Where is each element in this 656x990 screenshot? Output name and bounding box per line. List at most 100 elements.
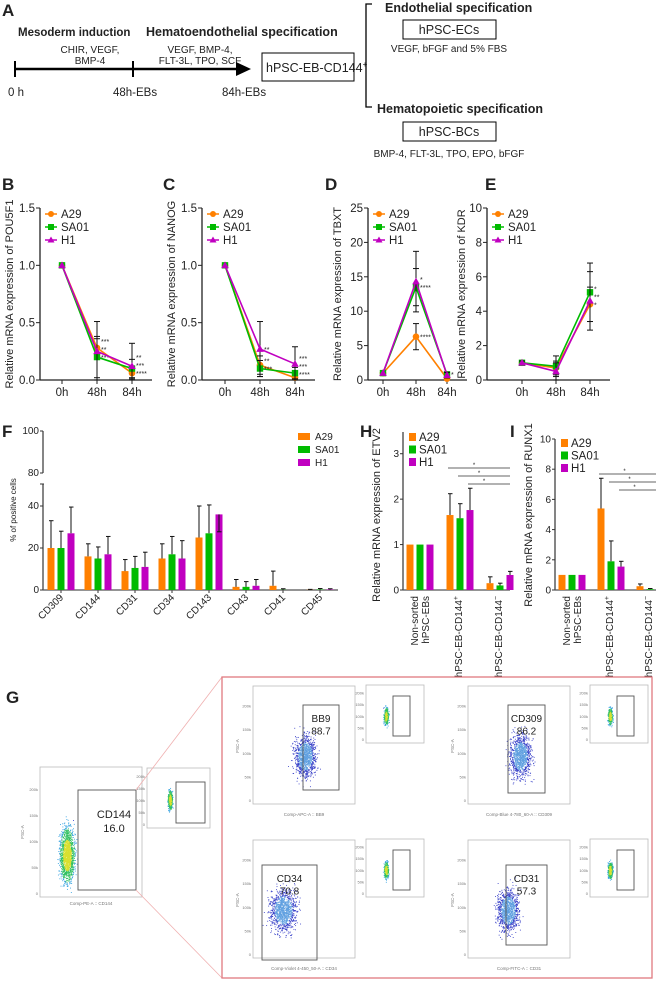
event-dot xyxy=(514,740,516,742)
event-dot xyxy=(72,847,74,849)
data-point-triangle xyxy=(128,362,136,370)
event-dot xyxy=(168,795,170,797)
event-dot xyxy=(524,759,526,761)
event-dot xyxy=(65,849,67,851)
event-dot xyxy=(66,844,68,846)
event-dot xyxy=(510,769,512,771)
event-dot xyxy=(522,749,524,751)
event-dot xyxy=(314,757,316,759)
event-dot xyxy=(313,757,315,759)
event-dot xyxy=(70,892,72,893)
event-dot xyxy=(304,767,306,769)
event-dot xyxy=(71,853,73,855)
data-point-triangle xyxy=(93,347,101,355)
event-dot xyxy=(306,749,307,751)
event-dot xyxy=(69,859,71,861)
event-dot xyxy=(66,825,68,827)
event-dot xyxy=(516,750,518,752)
x-tick-label: CD143 xyxy=(184,592,214,622)
event-dot xyxy=(526,770,528,771)
event-dot xyxy=(305,754,307,755)
event-dot xyxy=(303,754,305,756)
event-dot xyxy=(518,776,520,778)
event-dot xyxy=(70,868,71,869)
event-dot xyxy=(62,885,64,887)
event-dot xyxy=(523,754,524,756)
event-dot xyxy=(75,834,77,836)
event-dot xyxy=(516,753,518,755)
event-dot xyxy=(68,867,70,869)
event-dot xyxy=(521,773,523,775)
event-dot xyxy=(296,769,298,771)
event-dot xyxy=(517,762,518,763)
bar xyxy=(578,574,586,590)
event-dot xyxy=(307,751,309,753)
event-dot xyxy=(67,842,69,844)
event-dot xyxy=(299,771,301,773)
event-dot xyxy=(70,855,72,856)
event-dot xyxy=(386,727,388,729)
event-dot xyxy=(68,853,70,855)
event-dot xyxy=(520,771,522,773)
event-dot xyxy=(308,751,310,753)
event-dot xyxy=(525,767,527,769)
significance-mark: *** xyxy=(264,367,272,374)
event-dot xyxy=(64,859,66,861)
event-dot xyxy=(70,862,72,864)
event-dot xyxy=(523,773,525,775)
event-dot xyxy=(308,760,310,762)
event-dot xyxy=(64,839,66,841)
event-dot xyxy=(519,744,521,746)
event-dot xyxy=(315,756,316,757)
event-dot xyxy=(73,847,75,849)
event-dot xyxy=(523,760,524,762)
event-dot xyxy=(170,801,172,802)
event-dot xyxy=(312,761,314,763)
event-dot xyxy=(386,712,388,713)
event-dot xyxy=(66,852,68,854)
event-dot xyxy=(303,766,305,767)
event-dot xyxy=(295,736,296,738)
event-dot xyxy=(523,750,525,752)
data-point-triangle xyxy=(586,296,594,304)
event-dot xyxy=(310,758,312,760)
event-dot xyxy=(73,844,75,846)
legend-swatch xyxy=(409,458,416,466)
event-dot xyxy=(313,767,315,769)
event-dot xyxy=(71,854,73,856)
event-dot xyxy=(521,755,523,757)
event-dot xyxy=(313,766,315,768)
event-dot xyxy=(383,723,385,725)
y-tick-label: 150k xyxy=(136,786,145,791)
event-dot xyxy=(67,831,69,833)
stage1-factors-1: CHIR, VEGF, xyxy=(61,45,120,56)
event-dot xyxy=(318,750,320,752)
sorted-population-frame xyxy=(221,676,653,979)
event-dot xyxy=(170,793,172,795)
event-dot xyxy=(59,844,61,846)
event-dot xyxy=(512,766,514,768)
event-dot xyxy=(67,860,69,862)
event-dot xyxy=(524,771,526,773)
event-dot xyxy=(299,762,301,763)
event-dot xyxy=(303,754,304,756)
event-dot xyxy=(310,764,312,766)
y-tick-label: 40 xyxy=(28,501,40,512)
event-dot xyxy=(68,843,70,845)
event-dot xyxy=(305,760,307,761)
event-dot xyxy=(310,763,312,765)
event-dot xyxy=(522,774,524,776)
event-dot xyxy=(529,747,531,749)
event-dot xyxy=(520,752,522,754)
event-dot xyxy=(64,850,66,852)
event-dot xyxy=(68,871,70,873)
event-dot xyxy=(310,738,312,740)
event-dot xyxy=(313,744,315,746)
event-dot xyxy=(301,748,303,750)
event-dot xyxy=(522,766,524,767)
legend-marker xyxy=(375,236,383,243)
legend-marker xyxy=(210,224,216,230)
event-dot xyxy=(63,874,65,876)
bar xyxy=(57,548,65,590)
